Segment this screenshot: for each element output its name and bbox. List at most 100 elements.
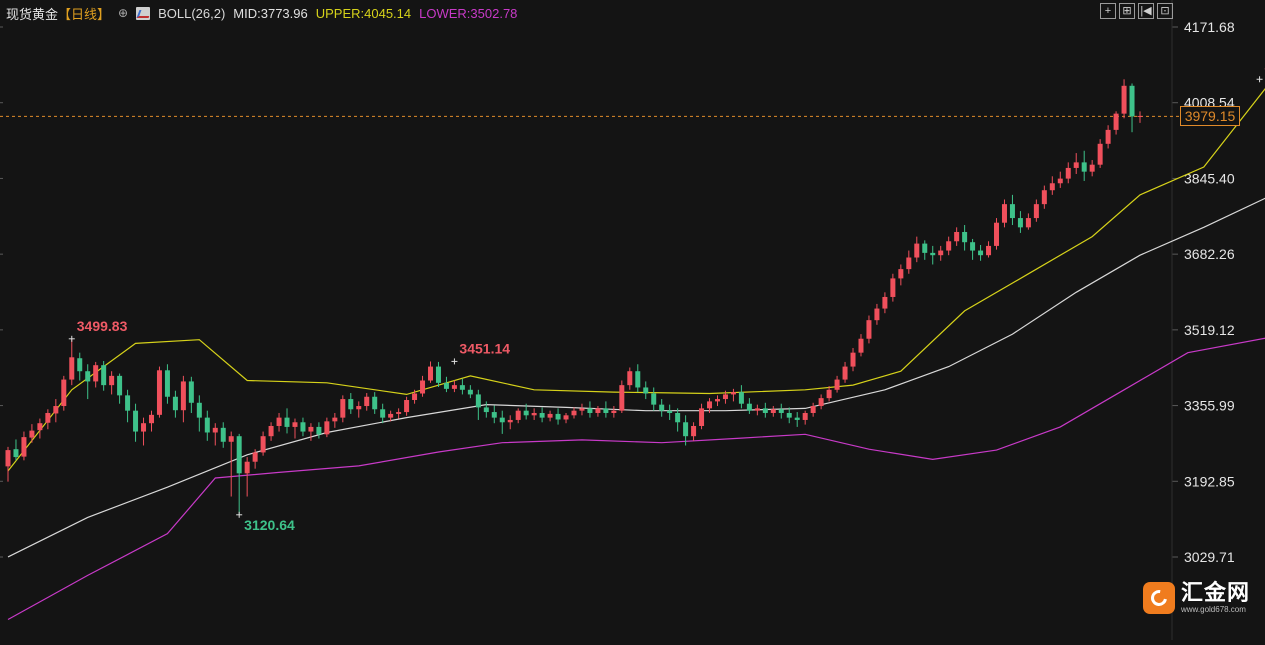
candle-body	[324, 421, 329, 434]
candle-body	[53, 406, 58, 413]
candle-body	[763, 408, 768, 413]
candle-body	[787, 413, 792, 418]
y-tick-label: 3192.85	[1184, 473, 1235, 489]
y-tick-label: 3029.71	[1184, 549, 1235, 565]
candle-body	[173, 397, 178, 410]
candle-body	[117, 376, 122, 395]
candle-body	[771, 409, 776, 413]
candle-body	[77, 358, 82, 371]
candle-body	[285, 418, 290, 427]
indicator-name[interactable]: BOLL(26,2)	[158, 6, 225, 21]
instrument-title: 现货黄金	[6, 4, 58, 23]
candle-body	[85, 371, 90, 381]
candle-body	[308, 427, 313, 432]
y-tick-label: 3355.99	[1184, 398, 1235, 414]
candle-body	[1138, 116, 1143, 117]
candle-body	[707, 401, 712, 408]
y-tick-label: 4171.68	[1184, 19, 1235, 35]
chart-header: 现货黄金 【日线】 ⊕ BOLL(26,2) MID:3773.96 UPPER…	[6, 4, 517, 22]
candle-body	[1090, 165, 1095, 172]
candle-body	[739, 392, 744, 404]
boll-lower-value: LOWER:3502.78	[419, 6, 517, 21]
candle-body	[1122, 86, 1127, 114]
rewind-icon[interactable]: |◀	[1138, 3, 1154, 19]
candle-body	[627, 371, 632, 385]
candle-body	[843, 367, 848, 380]
candle-body	[572, 411, 577, 416]
candle-body	[1074, 162, 1079, 168]
y-tick-label: 3519.12	[1184, 322, 1235, 338]
candle-body	[149, 415, 154, 423]
candle-body	[508, 420, 513, 422]
candle-body	[851, 353, 856, 367]
candle-body	[261, 436, 266, 452]
candle-body	[890, 278, 895, 297]
candle-body	[1098, 144, 1103, 165]
candle-body	[659, 405, 664, 411]
candle-body	[468, 390, 473, 395]
layout-icon[interactable]: ⊞	[1119, 3, 1135, 19]
chart-toolbar: + ⊞ |◀ ⊡	[1100, 3, 1173, 19]
candle-body	[1082, 162, 1087, 171]
candle-body	[635, 371, 640, 387]
candle-body	[683, 422, 688, 436]
candle-body	[1018, 218, 1023, 227]
window-icon[interactable]: ⊡	[1157, 3, 1173, 19]
period-label[interactable]: 【日线】	[58, 4, 110, 23]
candle-body	[962, 232, 967, 242]
current-price-tag: 3979.15	[1180, 106, 1240, 126]
candle-body	[269, 426, 274, 436]
candle-body	[1042, 190, 1047, 204]
candle-body	[165, 370, 170, 396]
candle-body	[548, 414, 553, 418]
crosshair-icon[interactable]: ⊕	[118, 6, 128, 20]
candle-body	[45, 413, 50, 423]
logo-icon	[1143, 582, 1175, 614]
candle-body	[380, 409, 385, 417]
fullscreen-icon[interactable]: +	[1100, 3, 1116, 19]
candle-body	[946, 241, 951, 250]
candle-body	[253, 452, 258, 461]
candle-body	[1026, 218, 1031, 227]
candle-body	[978, 251, 983, 256]
candle-body	[356, 406, 361, 409]
candle-body	[93, 365, 98, 381]
candle-body	[229, 436, 234, 442]
candle-body	[316, 427, 321, 434]
candle-body	[691, 426, 696, 436]
candle-body	[500, 418, 505, 423]
candle-body	[564, 415, 569, 419]
candle-body	[1066, 168, 1071, 179]
candle-body	[404, 400, 409, 412]
candle-body	[372, 397, 377, 410]
candle-body	[587, 408, 592, 413]
candle-body	[667, 411, 672, 413]
indicator-icon[interactable]	[136, 7, 150, 20]
candle-body	[930, 253, 935, 255]
candle-body	[21, 437, 26, 456]
logo-url: www.gold678.com	[1181, 605, 1250, 614]
candle-body	[1058, 179, 1063, 184]
candle-body	[332, 418, 337, 422]
boll-mid-value: MID:3773.96	[233, 6, 307, 21]
y-tick-label: 3682.26	[1184, 246, 1235, 262]
candle-body	[835, 380, 840, 390]
candle-body	[157, 370, 162, 415]
candle-body	[882, 297, 887, 309]
candle-body	[197, 403, 202, 418]
candle-body	[1106, 130, 1111, 144]
candle-body	[388, 414, 393, 418]
candle-body	[516, 411, 521, 420]
candle-body	[69, 357, 74, 379]
candle-body	[779, 409, 784, 413]
candle-body	[1130, 86, 1135, 117]
candle-body	[61, 380, 66, 406]
candle-body	[125, 395, 130, 410]
candle-body	[101, 365, 106, 385]
candle-body	[556, 414, 561, 420]
candle-body	[484, 407, 489, 412]
candle-body	[340, 399, 345, 418]
candle-body	[723, 394, 728, 399]
